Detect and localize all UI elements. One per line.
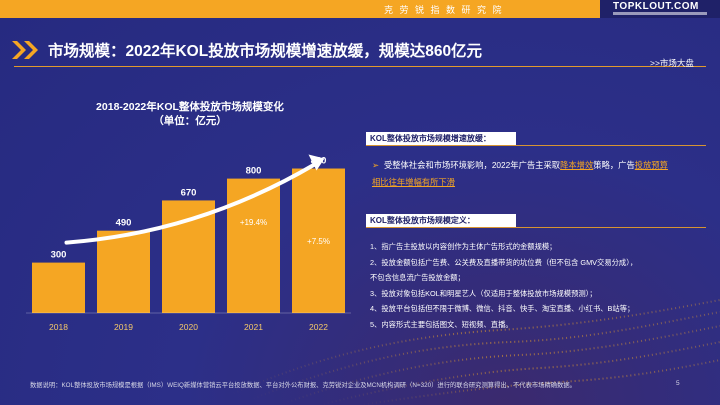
footer-note: 数据说明：KOL整体投放市场规模是根据（IMS）WEIQ新媒体营销云平台投放数据… xyxy=(30,382,576,389)
bar-2021 xyxy=(227,178,280,313)
page-title: 市场规模：2022年KOL投放市场规模增速放缓，规模达860亿元 xyxy=(48,43,483,60)
panel2-heading-box: KOL整体投放市场规模定义： xyxy=(366,214,516,227)
page-number: 5 xyxy=(676,380,680,387)
data-label: 670 xyxy=(181,187,197,198)
x-tick-label: 2018 xyxy=(49,322,68,332)
bullet-arrow-icon: ➢ xyxy=(372,160,379,170)
panel1-text-b: 策略，广告 xyxy=(593,160,635,170)
bar-chart: 20183002019490202067020218002022860+19.4… xyxy=(26,154,351,332)
x-tick-label: 2020 xyxy=(179,322,198,332)
panel1-heading-box: KOL整体投放市场规模增速放缓： xyxy=(366,132,516,145)
definition-item: 1、指广告主投放以内容创作为主体广告形式的金额规模； xyxy=(370,242,557,251)
data-label: 490 xyxy=(116,218,132,229)
definition-item: 2、投放金额包括广告费、公关费及直播带货的坑位费（但不包含 GMV交易分成）， xyxy=(370,257,638,267)
growth-annotation: +7.5% xyxy=(307,237,330,246)
top-bar xyxy=(0,0,720,18)
growth-annotation: +19.4% xyxy=(240,218,267,227)
panel1-highlight-b: 投放预算相比往年增幅有所下滑 xyxy=(372,160,668,187)
definition-item: 5、内容形式主要包括图文、短视频、直播。 xyxy=(370,319,513,329)
logo-subline xyxy=(613,12,707,15)
chart-title-line2: （单位：亿元） xyxy=(153,115,227,127)
bar-2018 xyxy=(32,262,85,313)
title-divider xyxy=(14,66,706,67)
logo: TOPKLOUT.COM xyxy=(613,1,699,12)
bar-2019 xyxy=(97,230,150,313)
panel1-heading: KOL整体投放市场规模增速放缓： xyxy=(370,134,491,143)
chevron-right-icon xyxy=(12,41,38,59)
panel1-highlight-a: 降本增效 xyxy=(560,160,594,170)
x-tick-label: 2019 xyxy=(114,322,133,332)
org-name: 克 劳 锐 指 数 研 究 院 xyxy=(384,5,504,15)
chart-title-line1: 2018-2022年KOL整体投放市场规模变化 xyxy=(96,101,284,113)
definition-item: 不包含信息流广告投放金额； xyxy=(370,273,465,283)
trend-arrow xyxy=(64,162,317,245)
panel1-text-a: 受整体社会和市场环境影响，2022年广告主采取 xyxy=(383,160,561,170)
bar-2020 xyxy=(162,200,215,313)
panel2-heading: KOL整体投放市场规模定义： xyxy=(370,216,475,225)
panel1-divider xyxy=(366,145,706,146)
x-tick-label: 2021 xyxy=(244,322,263,332)
chart-title: 2018-2022年KOL整体投放市场规模变化 （单位：亿元） xyxy=(40,100,340,128)
data-label: 800 xyxy=(246,166,262,177)
definition-item: 3、投放对象包括KOL和明星艺人（仅适用于整体投放市场规模预测）； xyxy=(370,288,597,298)
data-label: 300 xyxy=(51,250,67,261)
panel2-divider xyxy=(366,227,706,228)
x-tick-label: 2022 xyxy=(309,322,328,332)
section-nav-link[interactable]: >>市场大盘 xyxy=(650,58,694,68)
panel1-bullet: ➢ 受整体社会和市场环境影响，2022年广告主采取降本增效策略，广告投放预算相比往… xyxy=(372,157,672,191)
definition-list: 1、指广告主投放以内容创作为主体广告形式的金额规模； 2、投放金额包括广告费、公… xyxy=(370,239,706,333)
definition-item: 4、投放平台包括但不限于微博、微信、抖音、快手、淘宝直播、小红书、B站等； xyxy=(370,304,635,314)
trend-arrow-head xyxy=(308,154,325,171)
bar-2022 xyxy=(292,168,345,313)
